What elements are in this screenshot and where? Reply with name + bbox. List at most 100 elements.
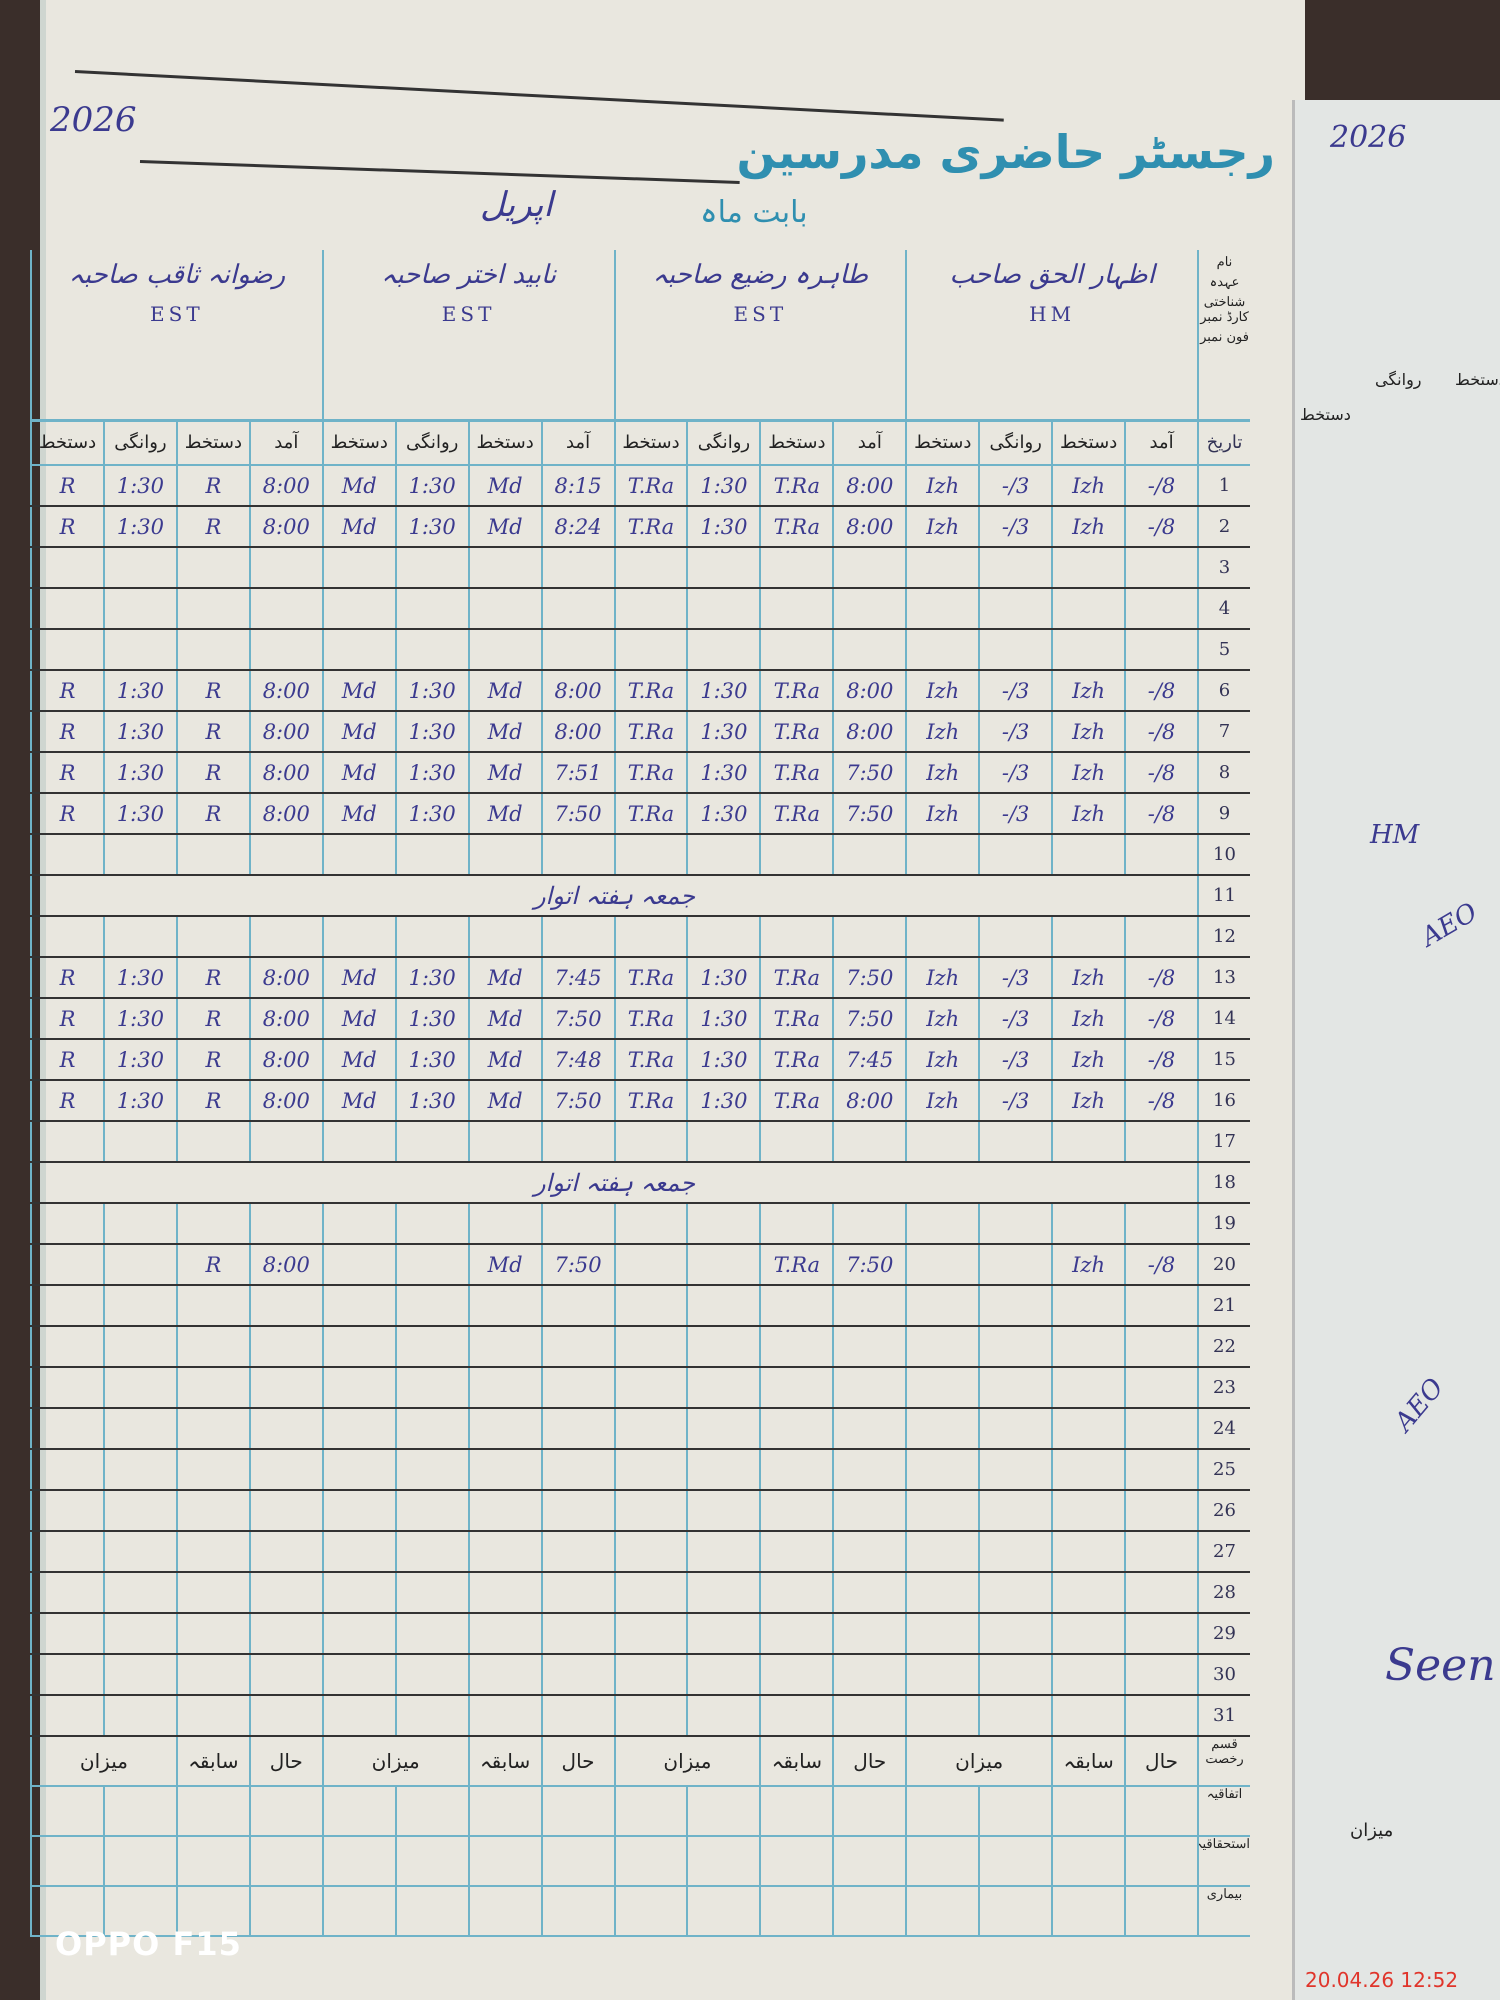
- date-cell: 28: [1197, 1572, 1250, 1614]
- empty-cell: [759, 1203, 834, 1245]
- arrival-time: 7:50: [832, 752, 907, 794]
- empty-cell: [1124, 1203, 1198, 1245]
- date-cell: 23: [1197, 1367, 1250, 1409]
- empty-cell: [30, 916, 104, 958]
- summary-cell: [759, 1886, 834, 1937]
- empty-cell: [321, 1367, 396, 1409]
- arrival-time: 7:50: [540, 793, 615, 835]
- arrival-signature: T.Ra: [759, 793, 834, 835]
- departure-signature: T.Ra: [613, 506, 688, 548]
- empty-cell: [832, 1490, 907, 1532]
- empty-cell: [759, 1326, 834, 1368]
- table-row: 16 8/- Izh 3/- Izh 8:00 T.Ra 1:30 T.Ra 7:50 Md 1:30…: [30, 1080, 1250, 1122]
- empty-cell: [759, 547, 834, 589]
- empty-cell: [1051, 1695, 1126, 1737]
- empty-cell: [905, 547, 980, 589]
- departure-time: 1:30: [394, 793, 469, 835]
- empty-cell: [394, 1490, 469, 1532]
- column-header-0: آمد: [1124, 420, 1198, 466]
- arrival-signature: R: [175, 1244, 250, 1286]
- arrival-signature: Md: [467, 670, 542, 712]
- table-row: 17: [30, 1121, 1250, 1163]
- summary-cell: [321, 1836, 396, 1887]
- empty-cell: [613, 1613, 688, 1655]
- empty-cell: [175, 1695, 250, 1737]
- empty-cell: [248, 1203, 323, 1245]
- empty-cell: [102, 1572, 177, 1614]
- left-labels: نام عہدہ شناختی کارڈ نمبر فون نمبر: [1197, 250, 1250, 422]
- empty-cell: [1051, 1490, 1126, 1532]
- empty-cell: [978, 1367, 1053, 1409]
- table-row: 26: [30, 1490, 1250, 1532]
- date-cell: 14: [1197, 998, 1250, 1040]
- empty-cell: [1051, 834, 1126, 876]
- departure-time: 1:30: [394, 1080, 469, 1122]
- empty-cell: [102, 1121, 177, 1163]
- empty-cell: [248, 1449, 323, 1491]
- empty-cell: [759, 1695, 834, 1737]
- empty-cell: [978, 1408, 1053, 1450]
- arrival-time: 8/-: [1124, 752, 1198, 794]
- table-row: 4: [30, 588, 1250, 630]
- table-row: 31: [30, 1695, 1250, 1737]
- teacher-designation: EST: [441, 302, 496, 326]
- arrival-signature: R: [175, 957, 250, 999]
- table-row: 23: [30, 1367, 1250, 1409]
- arrival-time: 7:48: [540, 1039, 615, 1081]
- departure-time: 1:30: [394, 465, 469, 507]
- arrival-signature: Md: [467, 1080, 542, 1122]
- right-page-year: 2026: [1330, 120, 1407, 155]
- table-row: 5: [30, 629, 1250, 671]
- empty-cell: [248, 834, 323, 876]
- summary-cell: [467, 1786, 542, 1837]
- arrival-signature: T.Ra: [759, 957, 834, 999]
- departure-time: [978, 1244, 1053, 1286]
- arrival-signature: R: [175, 752, 250, 794]
- empty-cell: [175, 916, 250, 958]
- page-title: رجسٹر حاضری مدرسین: [736, 125, 1275, 179]
- date-cell: 9: [1197, 793, 1250, 835]
- empty-cell: [686, 1408, 761, 1450]
- arrival-signature: Md: [467, 711, 542, 753]
- arrival-signature: Izh: [1051, 1039, 1126, 1081]
- arrival-time: 8:00: [248, 670, 323, 712]
- arrival-time: 7:45: [540, 957, 615, 999]
- arrival-signature: Izh: [1051, 465, 1126, 507]
- empty-cell: [905, 916, 980, 958]
- arrival-signature: R: [175, 998, 250, 1040]
- column-header-0: آمد: [248, 420, 323, 466]
- arrival-signature: Izh: [1051, 506, 1126, 548]
- empty-cell: [1124, 1285, 1198, 1327]
- empty-cell: [978, 916, 1053, 958]
- empty-cell: [248, 547, 323, 589]
- summary-header: حال: [1124, 1736, 1198, 1787]
- empty-cell: [467, 1408, 542, 1450]
- empty-cell: [102, 1490, 177, 1532]
- empty-cell: [394, 588, 469, 630]
- empty-cell: [832, 1695, 907, 1737]
- arrival-signature: Izh: [1051, 670, 1126, 712]
- empty-cell: [540, 1695, 615, 1737]
- empty-cell: [1124, 1326, 1198, 1368]
- empty-cell: [613, 1449, 688, 1491]
- arrival-signature: Md: [467, 1039, 542, 1081]
- empty-cell: [1124, 834, 1198, 876]
- date-cell: 7: [1197, 711, 1250, 753]
- empty-cell: [1051, 547, 1126, 589]
- empty-cell: [321, 1490, 396, 1532]
- empty-cell: [394, 1121, 469, 1163]
- empty-cell: [978, 588, 1053, 630]
- summary-cell: [832, 1786, 907, 1837]
- column-header-1: دستخط: [1051, 420, 1126, 466]
- empty-cell: [759, 588, 834, 630]
- empty-cell: [1124, 1408, 1198, 1450]
- arrival-signature: T.Ra: [759, 1080, 834, 1122]
- column-header-1: دستخط: [467, 420, 542, 466]
- empty-cell: [540, 1613, 615, 1655]
- departure-time: 1:30: [686, 506, 761, 548]
- arrival-time: 8:00: [248, 998, 323, 1040]
- empty-cell: [394, 1367, 469, 1409]
- date-cell: 18: [1197, 1162, 1250, 1204]
- empty-cell: [467, 1367, 542, 1409]
- empty-cell: [540, 1490, 615, 1532]
